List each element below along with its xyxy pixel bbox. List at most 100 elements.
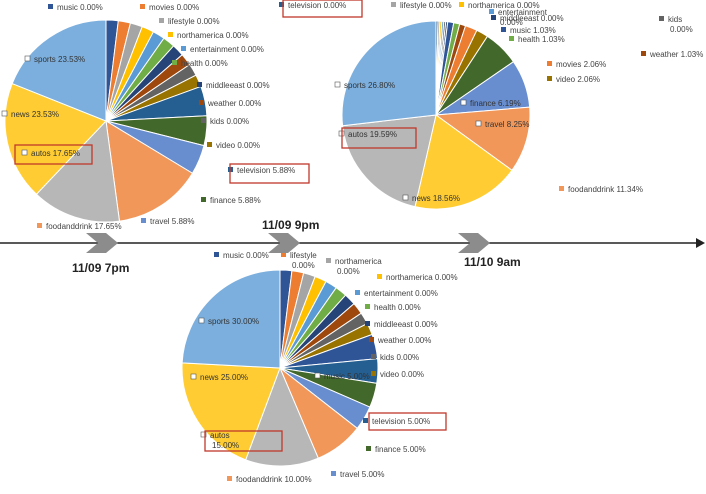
label-text: television 5.88%	[237, 166, 295, 175]
highlight-box-television	[229, 163, 310, 184]
label-text: travel 5.88%	[150, 217, 194, 226]
label-text: music 0.00%	[57, 3, 103, 12]
label-text: sports 23.53%	[34, 55, 85, 64]
label-marker	[21, 149, 28, 156]
label-marker	[190, 373, 197, 380]
data-label-health: health 0.00%	[172, 59, 228, 68]
data-label-health: health 1.03%	[509, 35, 565, 44]
data-label-music: music 1.03%	[501, 26, 556, 35]
data-label-travel: travel 5.88%	[141, 217, 194, 226]
label-text: movies 2.06%	[556, 60, 606, 69]
data-label-autos: autos 17.65%	[21, 149, 80, 158]
data-label-entertainment: entertainment 0.00%	[181, 45, 264, 54]
label-marker	[391, 2, 396, 7]
label-marker	[331, 471, 336, 476]
highlight-box-television	[282, 0, 363, 18]
label-marker	[140, 4, 145, 9]
timeline-label-3: 11/10 9am	[464, 255, 521, 269]
label-marker	[377, 274, 382, 279]
data-label-kids: kids 0.00%	[659, 15, 693, 34]
label-marker	[201, 118, 206, 123]
pie-labels-1: music 0.00% movies 0.00% lifestyle 0.00% no…	[1, 3, 310, 231]
data-label-weather: weather 1.03%	[641, 50, 703, 59]
label-text: kids 0.00%	[668, 15, 693, 34]
data-label-music: music 5.00%	[314, 372, 370, 381]
label-text: foodanddrink 17.65%	[46, 222, 122, 231]
timeline-chevron-3	[458, 233, 490, 253]
label-marker	[281, 252, 286, 257]
label-marker	[207, 142, 212, 147]
data-label-lifestyle: lifestyle 0.00%	[159, 17, 220, 26]
label-marker	[201, 197, 206, 202]
data-label-television: television 5.88%	[228, 166, 295, 175]
label-marker	[365, 304, 370, 309]
label-text: northamerica 0.00%	[468, 1, 540, 10]
label-marker	[547, 61, 552, 66]
label-marker	[501, 27, 506, 32]
label-text: foodanddrink 10.00%	[236, 475, 312, 484]
label-marker	[48, 4, 53, 9]
data-label-video: video 2.06%	[547, 75, 600, 84]
data-label-television: television 5.00%	[363, 417, 430, 426]
pie-slice-sports	[11, 19, 107, 122]
highlight-box-autos	[14, 144, 93, 165]
pie-layer	[4, 19, 531, 467]
label-text: kids 0.00%	[210, 117, 249, 126]
label-text: health 0.00%	[374, 303, 421, 312]
label-text: travel 8.25%	[485, 120, 529, 129]
label-text: finance 6.19%	[470, 99, 521, 108]
data-label-video: video 0.00%	[371, 370, 424, 379]
label-text: finance 5.88%	[210, 196, 261, 205]
label-marker	[314, 372, 321, 379]
label-marker	[547, 76, 552, 81]
label-text: finance 5.00%	[375, 445, 426, 454]
label-text: lifestyle 0.00%	[290, 251, 317, 270]
pie-slice-autos	[35, 119, 121, 223]
label-text: middleeast 0.00%	[374, 320, 438, 329]
data-label-middleeast: middleeast 0.00%	[491, 14, 564, 23]
timeline-label-2: 11/09 9pm	[262, 218, 319, 232]
label-marker	[279, 2, 284, 7]
data-label-movies: movies 0.00%	[140, 3, 199, 12]
data-label-northamerica: northamerica 0.00%	[377, 273, 458, 282]
data-label-lifestyle: lifestyle 0.00%	[391, 1, 452, 10]
label-marker	[334, 81, 341, 88]
label-marker	[199, 100, 204, 105]
label-text: entertainment 0.00%	[498, 8, 548, 27]
data-label-weather: weather 0.00%	[199, 99, 261, 108]
label-marker	[355, 290, 360, 295]
label-text: northamerica 0.00%	[386, 273, 458, 282]
label-marker	[509, 36, 514, 41]
label-text: autos 15.00%	[210, 431, 239, 450]
label-marker	[371, 371, 376, 376]
pie-chart-2	[181, 269, 379, 467]
highlight-box-autos	[341, 127, 417, 149]
timeline-arrowhead	[696, 238, 705, 248]
pie-slice-news	[181, 362, 281, 461]
pie-chart-3	[341, 20, 531, 210]
label-marker	[172, 60, 177, 65]
data-label-northamerica: northamerica 0.00%	[459, 1, 540, 10]
label-text: news 18.56%	[412, 194, 460, 203]
label-marker	[641, 51, 646, 56]
label-text: television 0.00%	[288, 1, 346, 10]
label-text: music 1.03%	[510, 26, 556, 35]
label-text: weather 0.00%	[207, 99, 261, 108]
label-marker	[227, 476, 232, 481]
data-label-middleeast: middleeast 0.00%	[365, 320, 438, 329]
label-text: health 0.00%	[181, 59, 228, 68]
label-text: lifestyle 0.00%	[168, 17, 220, 26]
label-marker	[141, 218, 146, 223]
label-marker	[402, 194, 409, 201]
label-marker	[159, 18, 164, 23]
label-text: video 0.00%	[216, 141, 260, 150]
label-marker	[460, 99, 467, 106]
pie-chart-1	[4, 19, 208, 223]
label-marker	[200, 431, 207, 438]
label-marker	[214, 252, 219, 257]
label-text: travel 5.00%	[340, 470, 384, 479]
data-label-music: music 0.00%	[48, 3, 103, 12]
data-label-foodanddrink: foodanddrink 17.65%	[37, 222, 122, 231]
label-text: entertainment 0.00%	[364, 289, 438, 298]
label-text: music 0.00%	[223, 251, 269, 260]
